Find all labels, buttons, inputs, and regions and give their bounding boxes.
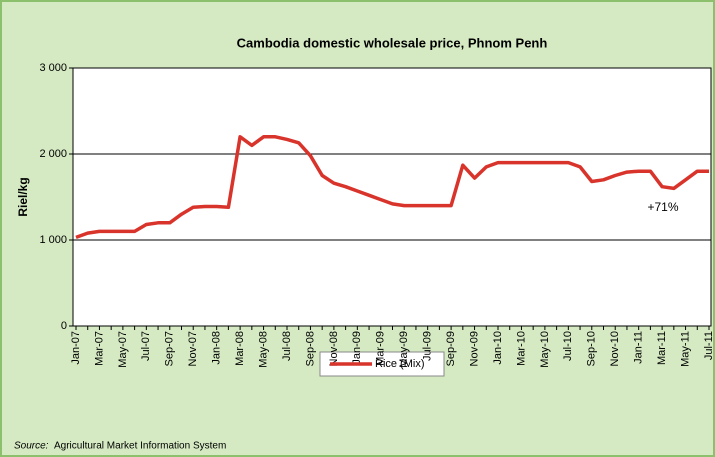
- x-tick-label: Nov-07: [187, 331, 199, 366]
- y-tick-label: 1 000: [39, 234, 67, 246]
- x-tick-label: Nov-08: [328, 331, 340, 366]
- x-tick-label: May-07: [117, 331, 129, 368]
- y-tick-label: 3 000: [39, 62, 67, 74]
- line-series: [75, 135, 709, 240]
- legend-label: Rice (Mix): [375, 358, 425, 370]
- x-tick-label: Mar-11: [656, 331, 668, 365]
- x-tick-label: Jul-10: [562, 331, 574, 361]
- annotation: +71%: [647, 200, 678, 214]
- y-tick-label: 0: [61, 320, 67, 332]
- x-tick-label: Jan-07: [70, 331, 82, 365]
- x-tick-label: Sep-08: [304, 331, 316, 366]
- x-tick-label: Sep-07: [164, 331, 176, 366]
- x-tick-label: Mar-08: [234, 331, 246, 366]
- x-tick-label: Jan-10: [492, 331, 504, 365]
- x-tick-label: May-09: [398, 331, 410, 368]
- plot-area: [72, 67, 712, 327]
- x-tick-label: Jan-09: [351, 331, 363, 365]
- x-tick-label: Jul-07: [140, 331, 152, 361]
- x-tick-label: Jan-08: [211, 331, 223, 365]
- x-tick-label: Jul-08: [281, 331, 293, 361]
- x-tick-label: Sep-10: [586, 331, 598, 366]
- x-tick-label: Mar-09: [375, 331, 387, 366]
- y-tick-label: 2 000: [39, 148, 67, 160]
- x-tick-label: May-11: [679, 331, 691, 367]
- x-tick-label: Nov-09: [468, 331, 480, 366]
- x-tick-label: Sep-09: [445, 331, 457, 366]
- source-label: Source:: [14, 441, 49, 452]
- x-tick-label: May-10: [539, 331, 551, 368]
- y-axis-label: Riel/kg: [16, 177, 30, 216]
- x-tick-label: Jan-11: [633, 331, 645, 364]
- source-text: Agricultural Market Information System: [54, 441, 226, 452]
- x-tick-label: Mar-07: [93, 331, 105, 366]
- x-tick-label: Nov-10: [609, 331, 621, 366]
- x-tick-label: Jul-11: [703, 331, 715, 360]
- chart-title: Cambodia domestic wholesale price, Phnom…: [237, 35, 548, 50]
- x-tick-label: Jul-09: [422, 331, 434, 361]
- x-tick-label: Mar-10: [515, 331, 527, 366]
- x-tick-label: May-08: [257, 331, 269, 368]
